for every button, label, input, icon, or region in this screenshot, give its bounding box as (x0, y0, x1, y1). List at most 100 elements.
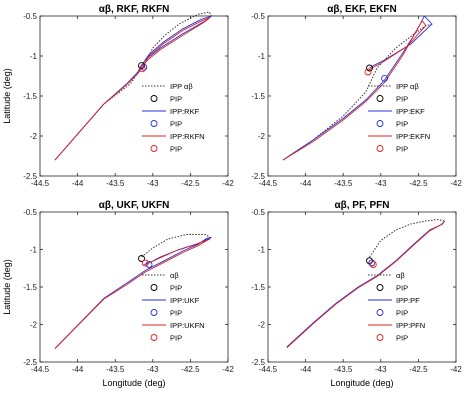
y-tick-label: -0.5 (251, 12, 265, 21)
y-axis-label: Latitude (deg) (2, 259, 12, 315)
y-tick-label: -1.5 (23, 283, 37, 292)
legend-swatch (376, 145, 384, 152)
y-tick-label: -2.5 (251, 358, 265, 367)
legend-label: IPP:UKFN (170, 321, 205, 330)
legend-swatch (376, 284, 384, 291)
legend-label: αβ (170, 271, 179, 280)
legend-label: PIP (396, 120, 408, 129)
legend-label: IPP αβ (396, 82, 419, 91)
y-tick-label: -1.5 (251, 92, 265, 101)
legend-label: PIP (170, 334, 182, 343)
chart-panel: αβ, RKF, RKFN -44.5 -44 -43.5 -43 -42.5 -42 -0.… (2, 4, 234, 188)
legend-label: IPP:EKFN (396, 132, 430, 141)
pip-marker (141, 259, 149, 267)
legend-label: PIP (396, 145, 408, 154)
x-tick-label: -44 (300, 179, 312, 188)
pip-marker (366, 257, 373, 265)
legend-swatch (150, 95, 158, 102)
chart-title: αβ, RKF, RKFN (99, 4, 170, 15)
legend-swatch (150, 145, 158, 152)
x-tick-label: -44 (300, 365, 312, 374)
legend-label: PIP (396, 309, 408, 318)
pip-marker (138, 255, 145, 262)
y-tick-label: -1 (258, 52, 266, 61)
legend-label: IPP:PF (396, 296, 420, 305)
pip-marker (364, 68, 372, 76)
x-tick-label: -43 (375, 365, 387, 374)
legend-swatch (376, 95, 384, 102)
series-line (141, 234, 212, 258)
legend-label: PIP (170, 95, 182, 104)
pip-marker (381, 74, 389, 82)
y-tick-label: -0.5 (23, 208, 37, 217)
series-line (54, 11, 212, 161)
x-axis-label: Longitude (deg) (102, 378, 165, 388)
series-line (54, 237, 212, 349)
chart-title: αβ, EKF, EKFN (327, 4, 396, 15)
legend-swatch (150, 120, 158, 127)
x-tick-label: -44.5 (259, 179, 278, 188)
x-tick-label: -43.5 (334, 179, 353, 188)
x-tick-label: -42 (222, 365, 234, 374)
series-line (282, 23, 434, 161)
legend-label: PIP (396, 334, 408, 343)
legend-label: IPP αβ (170, 82, 193, 91)
y-tick-label: -0.5 (251, 208, 265, 217)
legend-swatch (376, 309, 384, 316)
legend-label: PIP (396, 284, 408, 293)
chart-panel: αβ, PF, PFN -44.5 -44 -43.5 -43 -42.5 -42 -0.5 -… (251, 200, 462, 388)
x-tick-label: -42.5 (409, 365, 428, 374)
x-tick-label: -43.5 (334, 365, 353, 374)
x-tick-label: -42 (450, 365, 462, 374)
series-line (282, 20, 427, 161)
x-tick-label: -43.5 (106, 179, 125, 188)
chart-title: αβ, PF, PFN (334, 200, 389, 211)
legend-label: PIP (170, 120, 182, 129)
y-tick-label: -2 (30, 132, 38, 141)
pip-marker (366, 64, 373, 72)
plot-area (39, 211, 229, 363)
y-tick-label: -1.5 (251, 283, 265, 292)
y-tick-label: -2 (258, 132, 266, 141)
legend-label: IPP:RKFN (170, 132, 205, 141)
x-tick-label: -43 (147, 179, 159, 188)
legend-swatch (150, 284, 158, 291)
x-tick-label: -43 (375, 179, 387, 188)
y-tick-label: -1 (258, 246, 266, 255)
y-tick-label: -2.5 (23, 172, 37, 181)
pip-marker (138, 62, 145, 70)
series-line (54, 15, 212, 161)
chart-panel: αβ, UKF, UKFN -44.5 -44 -43.5 -43 -42.5 -42 -0.… (2, 200, 234, 388)
series-line (54, 17, 211, 161)
series-line (54, 238, 211, 349)
y-tick-label: -1 (30, 246, 38, 255)
pip-marker (138, 65, 146, 73)
legend-swatch (376, 120, 384, 127)
y-tick-label: -2.5 (251, 172, 265, 181)
y-tick-label: -2 (30, 321, 38, 330)
legend-swatch (150, 309, 158, 316)
legend-label: PIP (170, 284, 182, 293)
series-line (369, 218, 445, 258)
x-tick-label: -44.5 (31, 365, 50, 374)
plot-area (39, 15, 229, 177)
chart-title: αβ, UKF, UKFN (99, 200, 170, 211)
legend-label: IPP:RKF (170, 107, 200, 116)
legend-swatch (376, 334, 384, 341)
legend-swatch (150, 334, 158, 341)
legend-label: αβ (396, 271, 405, 280)
y-tick-label: -2.5 (23, 358, 37, 367)
x-tick-label: -44 (72, 179, 84, 188)
x-tick-label: -44.5 (259, 365, 278, 374)
pip-marker (145, 261, 153, 268)
x-tick-label: -42.5 (181, 179, 200, 188)
legend-label: IPP:EKF (396, 107, 425, 116)
legend-label: PIP (170, 145, 182, 154)
plot-area (267, 211, 457, 363)
x-tick-label: -42 (450, 179, 462, 188)
x-tick-label: -42 (222, 179, 234, 188)
x-tick-label: -43 (147, 365, 159, 374)
x-tick-label: -44 (72, 365, 84, 374)
legend-label: IPP:PFN (396, 321, 425, 330)
